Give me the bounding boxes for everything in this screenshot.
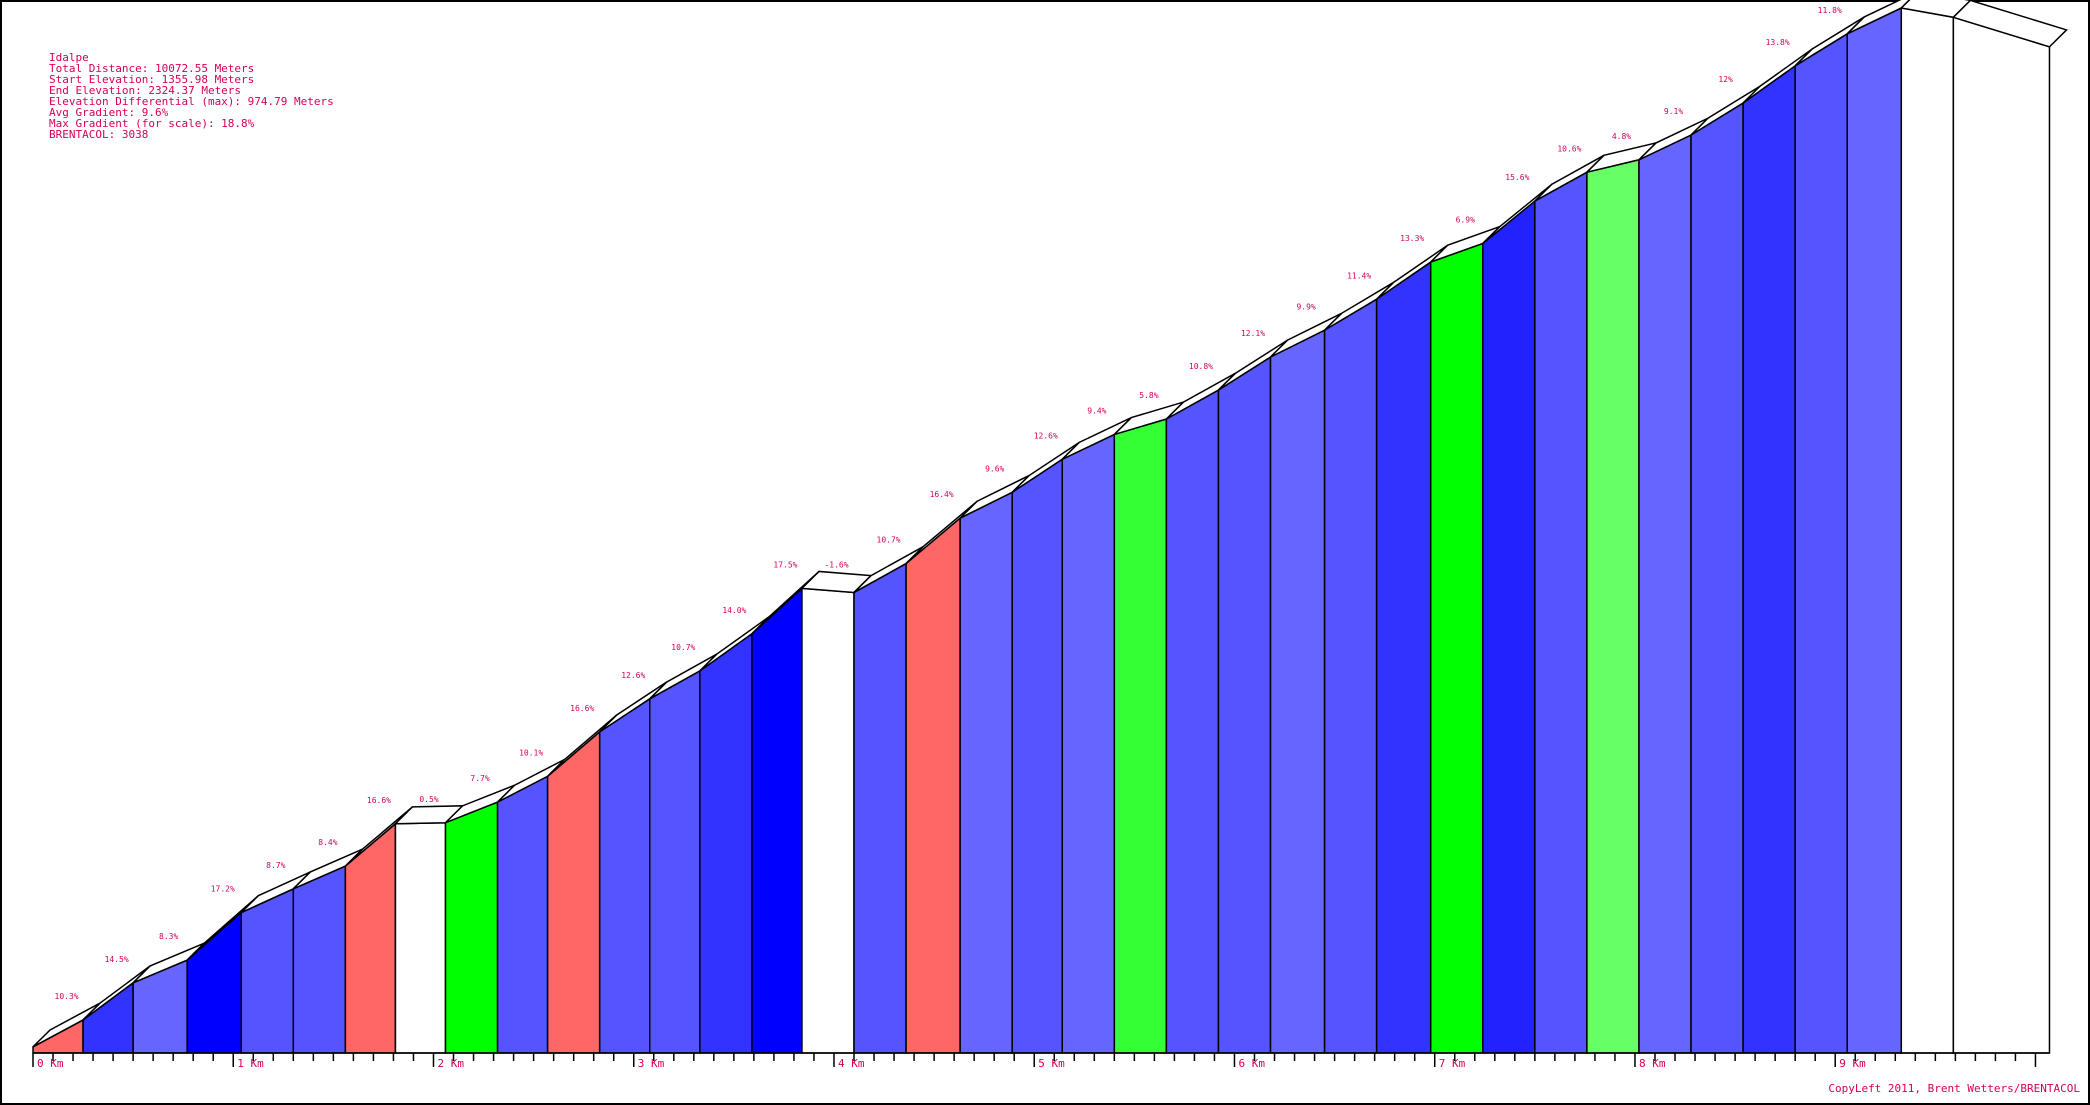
axis-tick-label: 5 Km bbox=[1038, 1057, 1065, 1070]
info-elevation-differential: Elevation Differential (max): 974.79 Met… bbox=[49, 95, 334, 108]
axis-tick-label: 4 Km bbox=[838, 1057, 865, 1070]
profile-segment bbox=[1742, 64, 1796, 1054]
gradient-label: 16.6% bbox=[570, 704, 594, 713]
profile-segment bbox=[496, 775, 549, 1054]
info-total-distance: Total Distance: 10072.55 Meters bbox=[49, 62, 254, 75]
gradient-label: 15.6% bbox=[1505, 173, 1529, 182]
profile-segment bbox=[1323, 297, 1378, 1054]
gradient-label: 13.3% bbox=[1400, 234, 1424, 243]
gradient-label: 7.7% bbox=[470, 774, 489, 783]
axis-tick-label: 8 Km bbox=[1639, 1057, 1666, 1070]
profile-segment bbox=[1269, 328, 1326, 1054]
gradient-label: 9.4% bbox=[1087, 407, 1106, 416]
profile-segment bbox=[751, 586, 803, 1054]
gradient-label: 10.6% bbox=[1557, 144, 1581, 153]
info-max-gradient: Max Gradient (for scale): 18.8% bbox=[49, 117, 255, 130]
info-avg-gradient: Avg Gradient: 9.6% bbox=[49, 106, 169, 119]
road-ribbon-segment bbox=[1951, 0, 2068, 48]
profile-segment bbox=[1794, 32, 1848, 1054]
profile-segment bbox=[1217, 355, 1272, 1054]
profile-segment bbox=[1534, 170, 1588, 1054]
profile-segment bbox=[598, 697, 651, 1054]
gradient-labels: 10.3% 14.5% 8.3% 17.2% 8.7% 8.4% 16.6% 0.5% 7.7%… bbox=[55, 6, 1842, 1001]
profile-segment bbox=[292, 864, 347, 1054]
distance-axis: 0 Km 1 Km 2 Km 3 Km 4 Km 5 Km 6 Km 7 Km 8 Km 9 Km bbox=[32, 1052, 2050, 1070]
info-title: Idalpe bbox=[49, 51, 89, 64]
profile-segment bbox=[546, 730, 601, 1054]
profile-segment bbox=[905, 516, 961, 1054]
profile-segment bbox=[1846, 6, 1903, 1054]
gradient-label: 11.4% bbox=[1347, 271, 1371, 280]
road-ribbon bbox=[32, 0, 2068, 1048]
profile-segment bbox=[959, 491, 1013, 1054]
profile-segment bbox=[1011, 457, 1064, 1054]
road-ribbon-segment bbox=[1846, 0, 1911, 35]
copyright-text: CopyLeft 2011, Brent Wetters/BRENTACOL bbox=[1828, 1082, 2080, 1095]
axis-tick-label: 7 Km bbox=[1439, 1057, 1466, 1070]
axis-tick-label: 1 Km bbox=[237, 1057, 264, 1070]
profile-segment bbox=[1952, 16, 2051, 1054]
profile-segment bbox=[1429, 242, 1484, 1054]
axis-tick-label: 9 Km bbox=[1839, 1057, 1866, 1070]
gradient-label: 12.1% bbox=[1241, 329, 1265, 338]
info-brentacol: BRENTACOL: 3038 bbox=[49, 128, 148, 141]
profile-segment bbox=[1482, 199, 1536, 1054]
axis-tick-label: 2 Km bbox=[437, 1057, 464, 1070]
axis-tick-label: 6 Km bbox=[1238, 1057, 1265, 1070]
gradient-label: 17.5% bbox=[773, 560, 797, 569]
gradient-label: 0.5% bbox=[419, 795, 438, 804]
gradient-label: 4.8% bbox=[1612, 132, 1631, 141]
profile-segment bbox=[1900, 7, 1955, 1054]
info-end-elevation: End Elevation: 2324.37 Meters bbox=[49, 84, 241, 97]
gradient-label: 16.4% bbox=[930, 490, 954, 499]
gradient-label: 10.7% bbox=[877, 536, 901, 545]
gradient-label: 12.6% bbox=[621, 671, 645, 680]
gradient-label: 9.6% bbox=[985, 464, 1004, 473]
info-start-elevation: Start Elevation: 1355.98 Meters bbox=[49, 73, 254, 86]
axis-tick-label: 3 Km bbox=[638, 1057, 665, 1070]
profile-segment bbox=[1165, 388, 1220, 1054]
gradient-label: 17.2% bbox=[211, 885, 235, 894]
profile-segment bbox=[394, 821, 447, 1054]
gradient-label: 11.8% bbox=[1818, 6, 1842, 15]
profile-segments bbox=[32, 6, 2051, 1054]
gradient-label: 12.6% bbox=[1034, 431, 1058, 440]
gradient-label: 16.6% bbox=[367, 796, 391, 805]
profile-segment bbox=[1586, 158, 1640, 1054]
gradient-label: 12% bbox=[1718, 75, 1733, 84]
profile-segment bbox=[801, 587, 855, 1054]
profile-segment bbox=[699, 632, 753, 1054]
profile-segment bbox=[1113, 417, 1168, 1054]
profile-segment bbox=[240, 887, 295, 1054]
info-block: Idalpe Total Distance: 10072.55 Meters S… bbox=[49, 51, 334, 141]
gradient-label: 5.8% bbox=[1139, 391, 1158, 400]
gradient-label: 8.3% bbox=[159, 932, 178, 941]
profile-segment bbox=[444, 800, 499, 1054]
profile-segment bbox=[1375, 260, 1432, 1054]
profile-segment bbox=[1061, 433, 1116, 1054]
gradient-label: 8.4% bbox=[318, 838, 337, 847]
gradient-label: 8.7% bbox=[266, 861, 285, 870]
profile-segment bbox=[1638, 133, 1692, 1054]
gradient-label: 14.0% bbox=[722, 606, 746, 615]
profile-segment bbox=[1690, 101, 1744, 1054]
axis-tick-label: 0 Km bbox=[37, 1057, 64, 1070]
gradient-label: 9.1% bbox=[1664, 107, 1683, 116]
profile-segment bbox=[649, 669, 701, 1054]
gradient-label: -1.6% bbox=[824, 560, 848, 569]
gradient-label: 10.1% bbox=[519, 748, 543, 757]
gradient-label: 10.3% bbox=[55, 992, 79, 1001]
gradient-label: 13.8% bbox=[1766, 38, 1790, 47]
gradient-label: 10.7% bbox=[671, 643, 695, 652]
gradient-label: 6.9% bbox=[1456, 216, 1475, 225]
profile-segment bbox=[853, 562, 907, 1054]
gradient-label: 10.8% bbox=[1189, 362, 1213, 371]
gradient-label: 14.5% bbox=[105, 955, 129, 964]
gradient-label: 9.9% bbox=[1296, 302, 1315, 311]
